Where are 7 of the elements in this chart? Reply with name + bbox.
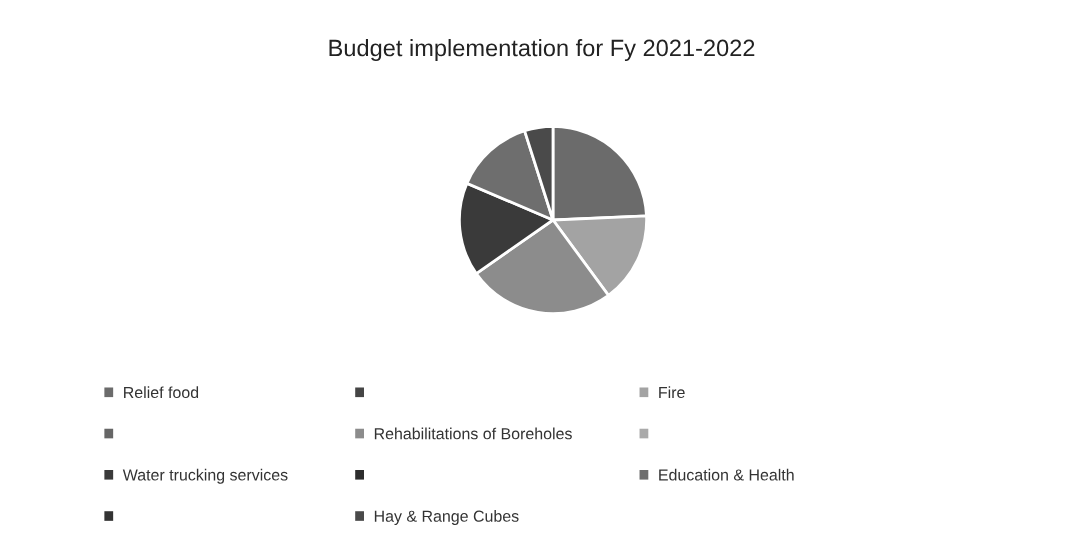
legend-label: Water trucking services [122,468,288,484]
legend-label: Education & Health [659,468,794,481]
legend-label: Fire [659,386,685,399]
chart-title: Budget implementation for Fy 2021-2022 [329,39,755,61]
legend-label: Rehabilitations of Boreholes [374,427,572,440]
legend-label: Hay & Range Cubes [374,510,519,525]
legend-label: Relief food [124,386,199,399]
